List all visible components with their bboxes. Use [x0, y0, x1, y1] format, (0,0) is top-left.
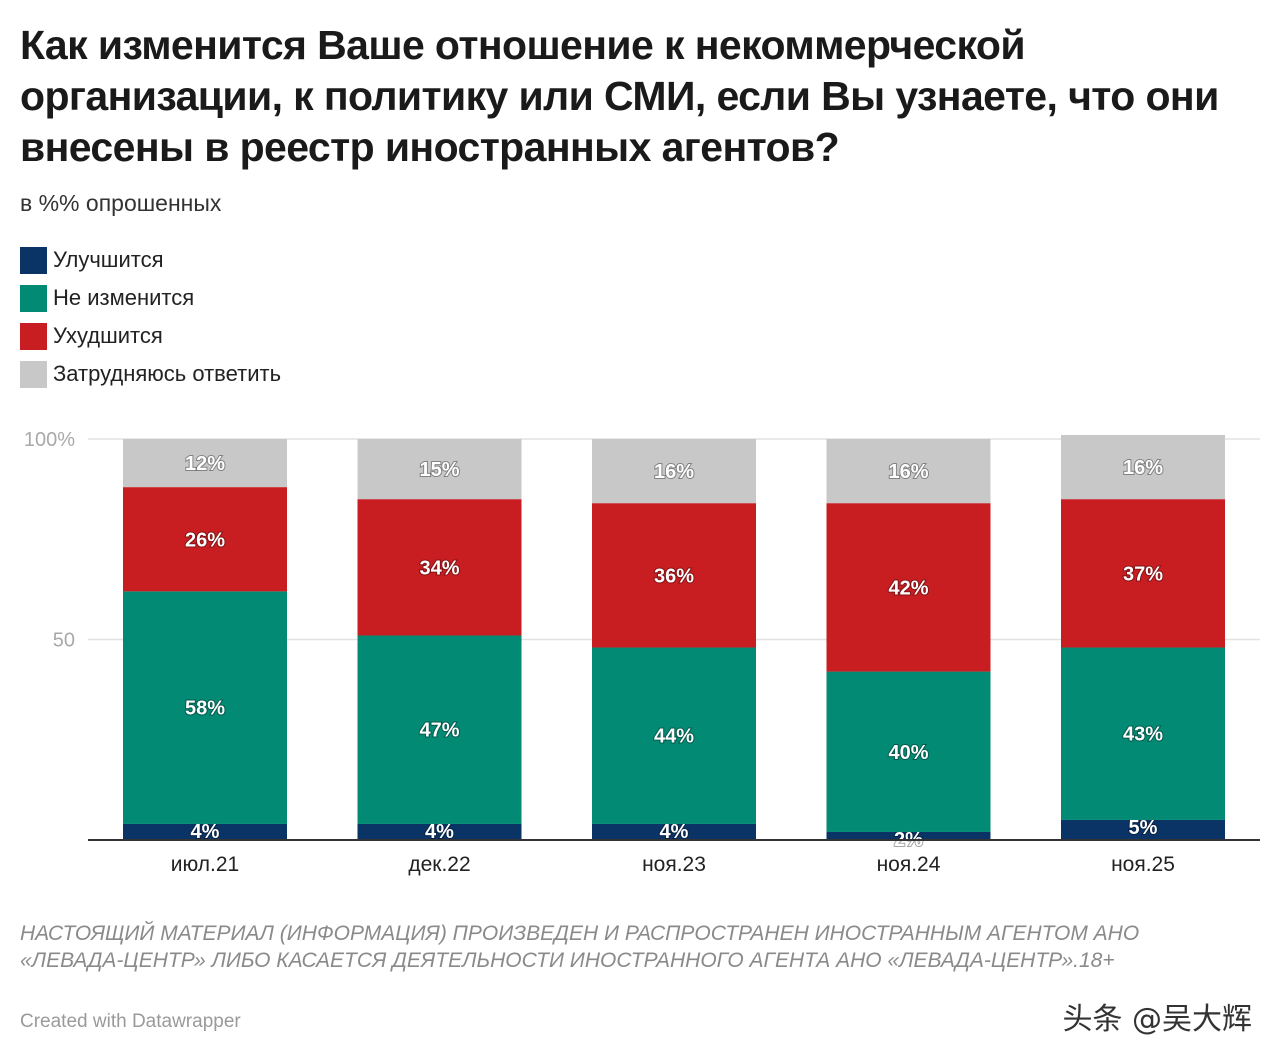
bar-segment — [357, 635, 522, 824]
bar-segment — [357, 499, 522, 636]
y-tick-label: 50 — [53, 630, 75, 652]
bar-value-label: 26% — [185, 529, 225, 551]
x-axis-label: ноя.25 — [1111, 853, 1175, 876]
legend-swatch-improve — [20, 246, 47, 274]
bar-segment — [1061, 434, 1225, 500]
legend-swatch-no-change — [20, 284, 47, 312]
legend-swatch-worsen — [20, 322, 47, 350]
bar-value-label: 43% — [1123, 724, 1163, 746]
bar-segment — [123, 823, 287, 840]
bar-value-label: 37% — [1123, 563, 1163, 585]
legend-label-no-change: Не изменится — [53, 285, 195, 310]
bar-segment — [592, 823, 756, 840]
bar-segment — [592, 439, 756, 504]
bar-segment — [826, 503, 991, 672]
datawrapper-credit: Created with Datawrapper — [20, 1011, 241, 1032]
bar-value-label: 36% — [654, 565, 694, 587]
bar-value-label: 16% — [1123, 457, 1163, 479]
bar-segment — [357, 439, 522, 500]
x-axis-label: ноя.23 — [642, 853, 706, 876]
legend-item-no-change: Не изменится — [20, 279, 281, 317]
bar-value-label: 34% — [419, 557, 459, 579]
bar-segment — [357, 823, 522, 840]
bar-value-label: 15% — [419, 459, 459, 481]
chart-subtitle: в %% опрошенных — [20, 190, 222, 216]
bar-value-label: 5% — [1129, 817, 1158, 839]
bar-segment — [826, 439, 991, 504]
bar-segment — [1061, 499, 1225, 648]
legend-item-worsen: Ухудшится — [20, 317, 281, 355]
bar-segment — [826, 831, 991, 840]
bar-segment — [1061, 647, 1225, 820]
bar-segment — [592, 647, 756, 824]
bar-value-label: 47% — [419, 720, 459, 742]
bar-segment — [1061, 819, 1225, 840]
x-axis-label: ноя.24 — [877, 853, 941, 876]
legend: Улучшится Не изменится Ухудшится Затрудн… — [20, 241, 281, 393]
y-tick-label: 100% — [24, 429, 75, 451]
legend-item-improve: Улучшится — [20, 241, 281, 279]
bar-segment — [123, 439, 287, 488]
legend-item-undecided: Затрудняюсь ответить — [20, 355, 281, 393]
bar-value-label: 16% — [888, 461, 928, 483]
legend-label-improve: Улучшится — [53, 247, 164, 272]
legend-label-worsen: Ухудшится — [53, 323, 163, 348]
chart-title: Как изменится Ваше отношение к некоммерч… — [20, 22, 1219, 170]
legend-swatch-undecided — [20, 360, 47, 388]
bar-segment — [592, 503, 756, 648]
x-axis-label: дек.22 — [408, 853, 470, 876]
x-axis-label: июл.21 — [171, 853, 239, 876]
bar-value-label: 16% — [654, 461, 694, 483]
source-disclaimer: НАСТОЯЩИЙ МАТЕРИАЛ (ИНФОРМАЦИЯ) ПРОИЗВЕД… — [20, 922, 1140, 972]
bar-value-label: 42% — [888, 577, 928, 599]
stacked-bar-chart: 50100%4%58%26%12%июл.214%47%34%15%дек.22… — [24, 429, 1260, 876]
bar-segment — [123, 487, 287, 592]
bar-value-label: 40% — [888, 742, 928, 764]
bar-segment — [826, 671, 991, 832]
bar-value-label: 44% — [654, 726, 694, 748]
bar-value-label: 58% — [185, 698, 225, 720]
bar-value-label: 12% — [185, 453, 225, 475]
bar-segment — [123, 591, 287, 824]
watermark: 头条 @吴大辉 — [1062, 1002, 1252, 1037]
legend-label-undecided: Затрудняюсь ответить — [53, 361, 282, 386]
